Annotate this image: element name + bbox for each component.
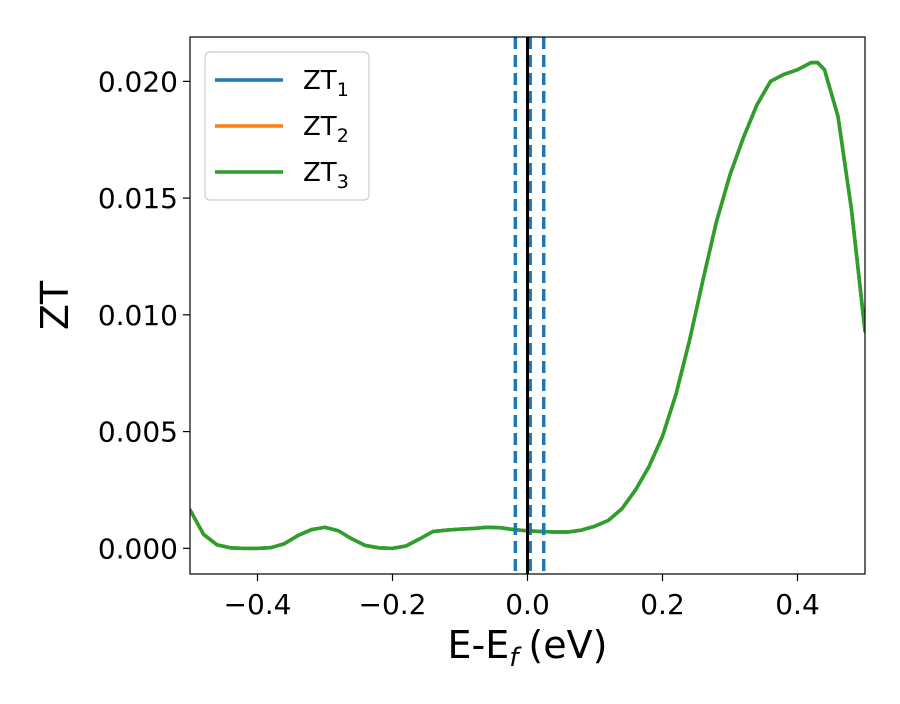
x-axis-title-unit: (eV) bbox=[528, 623, 607, 667]
x-tick-label: 0.4 bbox=[775, 588, 820, 621]
series-layer bbox=[190, 60, 865, 551]
legend-label-zt3: ZT3 bbox=[303, 158, 349, 193]
x-tick-label: −0.4 bbox=[224, 588, 292, 621]
y-tick-label: 0.005 bbox=[98, 416, 178, 449]
x-axis-title-main: E-E bbox=[448, 623, 510, 667]
reference-lines-layer bbox=[513, 37, 546, 574]
x-tick-label: −0.2 bbox=[359, 588, 427, 621]
legend-box bbox=[204, 51, 370, 201]
x-axis-title: E-Ef (eV) bbox=[448, 623, 608, 673]
x-tick-label: 0.0 bbox=[505, 588, 550, 621]
y-tick-label: 0.020 bbox=[98, 65, 178, 98]
y-tick-label: 0.010 bbox=[98, 299, 178, 332]
y-tick-label: 0.000 bbox=[98, 532, 178, 565]
x-axis: −0.4 −0.2 0.0 0.2 0.4 bbox=[224, 574, 820, 621]
y-axis: 0.000 0.005 0.010 0.015 0.020 bbox=[98, 65, 190, 565]
series-line-zt3 bbox=[190, 60, 865, 551]
x-tick-label: 0.2 bbox=[640, 588, 685, 621]
legend-label-zt1: ZT1 bbox=[303, 66, 349, 101]
y-tick-label: 0.015 bbox=[98, 182, 178, 215]
legend-label-zt2: ZT2 bbox=[303, 112, 349, 147]
legend: ZT1 ZT2 ZT3 bbox=[204, 51, 370, 201]
x-axis-title-subscript: f bbox=[509, 643, 522, 673]
y-axis-title: ZT bbox=[33, 280, 77, 330]
